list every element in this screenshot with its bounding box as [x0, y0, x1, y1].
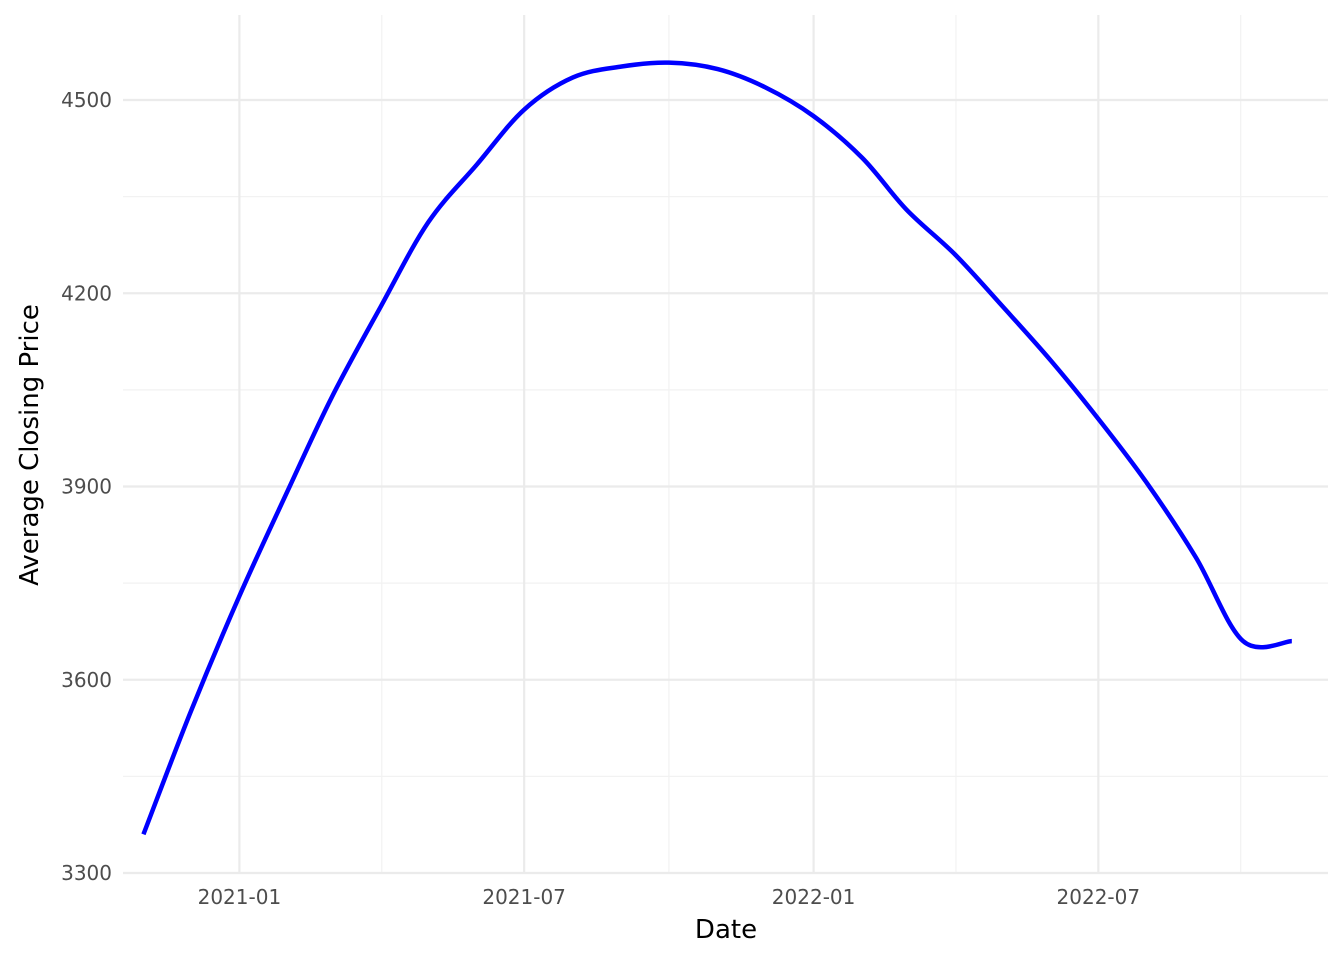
major-gridlines	[123, 15, 1328, 875]
y-tick-label: 4200	[61, 281, 112, 305]
x-tick-label: 2021-01	[198, 885, 282, 909]
y-axis-tick-labels: 3300 3600 3900 4200 4500	[61, 88, 112, 885]
average-closing-price-line	[141, 60, 1293, 836]
y-axis-title: Average Closing Price	[15, 304, 45, 586]
x-tick-label: 2021-07	[482, 885, 566, 909]
minor-gridlines	[123, 15, 1328, 873]
y-tick-label: 3300	[61, 861, 112, 885]
x-axis-tick-labels: 2021-01 2021-07 2022-01 2022-07	[198, 885, 1140, 909]
y-tick-label: 3600	[61, 668, 112, 692]
x-tick-label: 2022-01	[772, 885, 856, 909]
y-tick-label: 3900	[61, 475, 112, 499]
x-tick-label: 2022-07	[1057, 885, 1141, 909]
y-tick-label: 4500	[61, 88, 112, 112]
x-axis-title: Date	[695, 915, 757, 945]
